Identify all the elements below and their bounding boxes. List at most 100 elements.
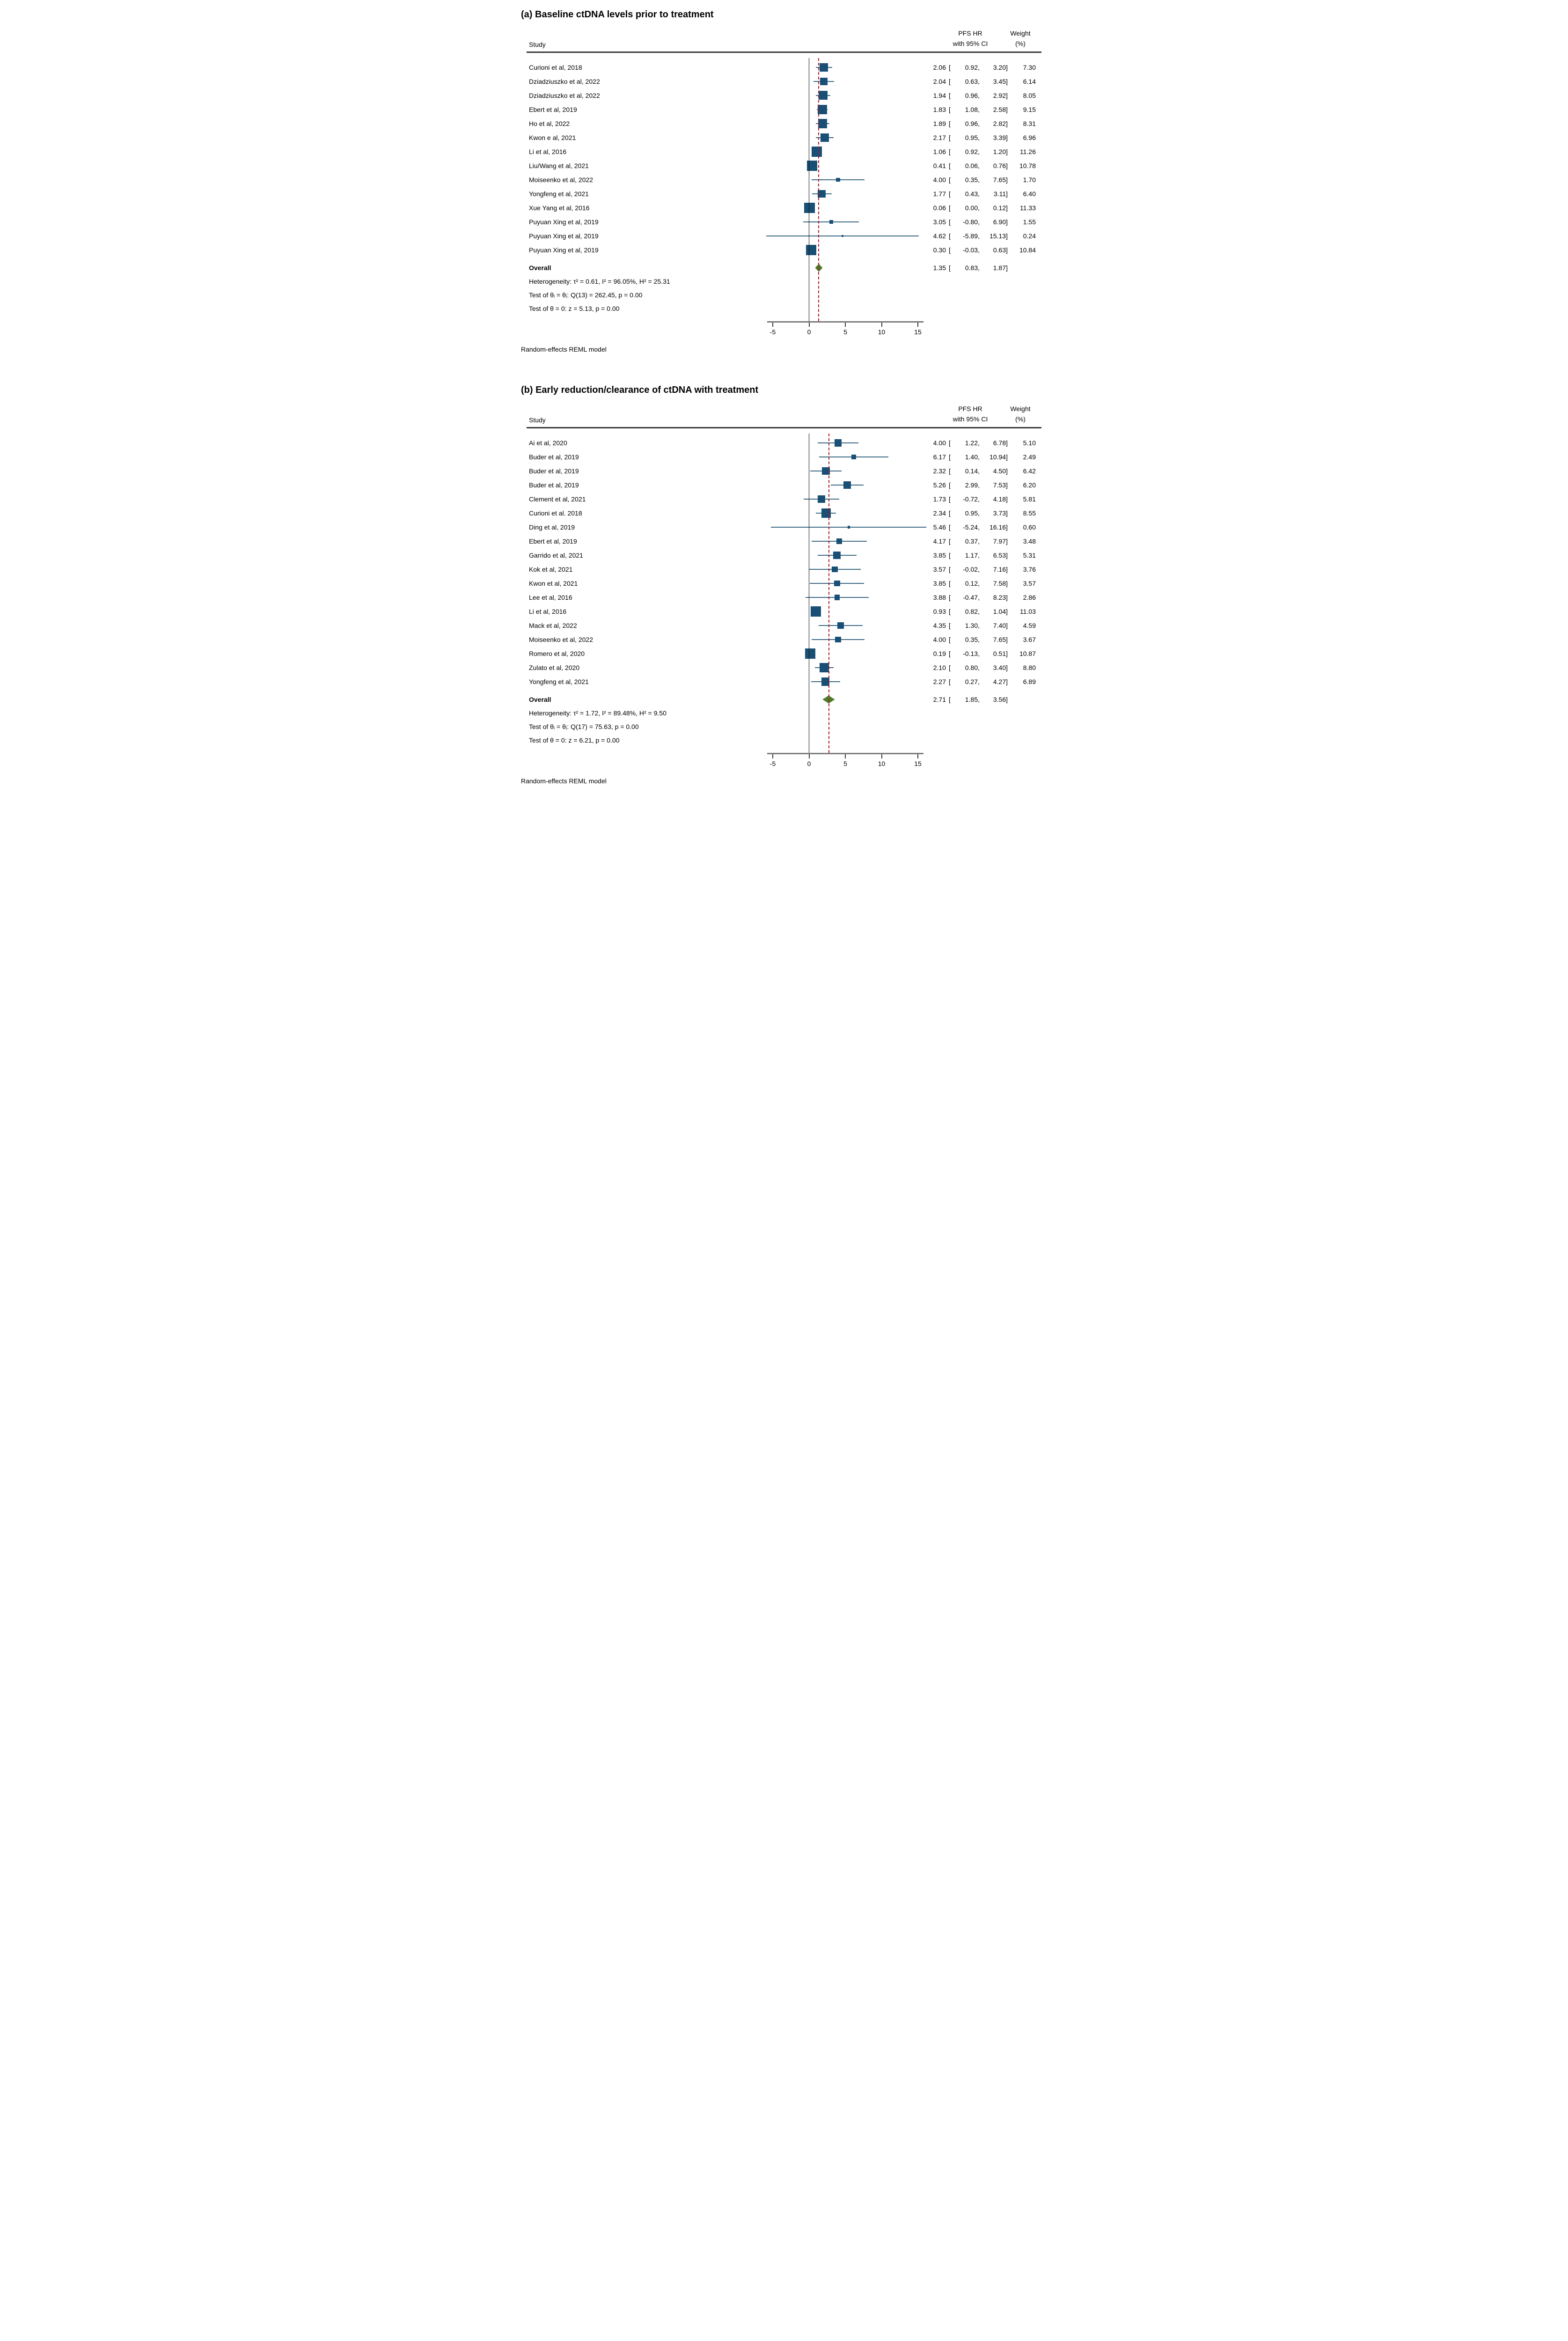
- ci-high: 7.53]: [993, 481, 1008, 489]
- effect-estimate: 5.26: [933, 481, 946, 489]
- weight-value: 5.10: [1023, 439, 1036, 447]
- plot-body: Curioni et al, 2018 2.06[0.92, 3.20] 7.30 Dz…: [513, 6, 1055, 360]
- effect-estimate: 2.06: [933, 64, 946, 71]
- effect-square: [834, 595, 840, 600]
- bracket: [: [949, 134, 951, 141]
- weight-value: 7.30: [1023, 64, 1036, 71]
- ci-low: 0.95,: [965, 134, 980, 141]
- weight-value: 3.76: [1023, 566, 1036, 573]
- effect-estimate: 0.30: [933, 246, 946, 254]
- weight-value: 6.20: [1023, 481, 1036, 489]
- effect-square: [834, 580, 840, 587]
- column-header-effect-line2: with 95% CI: [953, 40, 988, 47]
- bracket: [: [949, 190, 951, 198]
- ci-low: 0.35,: [965, 176, 980, 184]
- ci-high: 16.16]: [989, 523, 1008, 531]
- ci-high: 2.58]: [993, 106, 1008, 113]
- ci-high: 7.16]: [993, 566, 1008, 573]
- bracket: [: [949, 467, 951, 475]
- ci-low: 2.99,: [965, 481, 980, 489]
- ci-high: 1.20]: [993, 148, 1008, 155]
- weight-value: 8.80: [1023, 664, 1036, 671]
- weight-value: 8.05: [1023, 92, 1036, 99]
- axis-tick-label: -5: [769, 328, 776, 336]
- weight-value: 3.57: [1023, 580, 1036, 587]
- effect-square: [818, 119, 828, 128]
- column-header-weight-line1: Weight: [1010, 405, 1031, 412]
- panel-title: (a) Baseline ctDNA levels prior to treat…: [521, 9, 714, 20]
- study-label: Dziadziuszko et al, 2022: [529, 78, 600, 85]
- figure: (a) Baseline ctDNA levels prior to treat…: [513, 0, 1055, 805]
- overall-reference-line: [818, 58, 820, 321]
- column-header-weight-line2: (%): [1015, 40, 1026, 47]
- ci-low: 1.30,: [965, 622, 980, 629]
- ci-low: 0.83,: [965, 264, 980, 272]
- effect-estimate: 5.46: [933, 523, 946, 531]
- ci-high: 15.13]: [989, 232, 1008, 240]
- ci-low: -5.24,: [963, 523, 980, 531]
- bracket: [: [949, 552, 951, 559]
- axis-tick-label: 15: [914, 328, 922, 336]
- effect-square: [843, 481, 851, 489]
- ci-high: 3.11]: [993, 190, 1008, 198]
- bracket: [: [949, 566, 951, 573]
- bracket: [: [949, 509, 951, 517]
- overall-label: Overall: [529, 696, 551, 703]
- effect-square: [836, 177, 840, 182]
- effect-square: [835, 636, 841, 643]
- study-label: Buder et al, 2019: [529, 481, 579, 489]
- ci-high: 6.78]: [993, 439, 1008, 447]
- ci-low: 0.06,: [965, 162, 980, 169]
- effect-square: [833, 552, 841, 559]
- effect-estimate: 0.06: [933, 204, 946, 212]
- column-header-study: Study: [529, 416, 546, 424]
- effect-square: [811, 146, 822, 157]
- bracket: [: [949, 664, 951, 671]
- bracket: [: [949, 594, 951, 601]
- axis-tick: [881, 323, 882, 327]
- effect-square: [804, 202, 815, 213]
- effect-estimate: 1.83: [933, 106, 946, 113]
- effect-estimate: 3.88: [933, 594, 946, 601]
- effect-estimate: 2.17: [933, 134, 946, 141]
- weight-value: 11.03: [1020, 608, 1036, 615]
- bracket: [: [949, 580, 951, 587]
- ci-low: 1.85,: [965, 696, 980, 703]
- weight-value: 4.59: [1023, 622, 1036, 629]
- effect-square: [818, 190, 826, 198]
- ci-low: 1.40,: [965, 453, 980, 461]
- study-label: Curioni et al. 2018: [529, 509, 582, 517]
- overall-label: Overall: [529, 264, 551, 272]
- ci-high: 7.65]: [993, 176, 1008, 184]
- stat-line: Test of θᵢ = θⱼ: Q(13) = 262.45, p = 0.0…: [529, 291, 643, 299]
- ci-high: 0.63]: [993, 246, 1008, 254]
- plot-body: Ai et al, 2020 4.00[1.22, 6.78] 5.10 Buder e…: [513, 381, 1055, 791]
- bracket: [: [949, 120, 951, 127]
- weight-value: 10.78: [1019, 162, 1036, 169]
- column-header-weight-line1: Weight: [1010, 29, 1031, 37]
- column-header-weight-line2: (%): [1015, 415, 1026, 423]
- ci-high: 4.50]: [993, 467, 1008, 475]
- weight-value: 6.14: [1023, 78, 1036, 85]
- effect-estimate: 4.17: [933, 537, 946, 545]
- ci-high: 7.65]: [993, 636, 1008, 643]
- effect-square: [806, 161, 817, 171]
- header-rule: [527, 52, 1041, 53]
- weight-value: 1.70: [1023, 176, 1036, 184]
- axis-tick-label: 10: [878, 760, 886, 767]
- ci-low: 1.08,: [965, 106, 980, 113]
- axis-tick-label: 15: [914, 760, 922, 767]
- bracket: [: [949, 481, 951, 489]
- ci-high: 3.56]: [993, 696, 1008, 703]
- weight-value: 8.55: [1023, 509, 1036, 517]
- study-label: Ding et al, 2019: [529, 523, 575, 531]
- effect-square: [805, 648, 816, 659]
- effect-square: [820, 663, 829, 672]
- weight-value: 11.33: [1020, 204, 1036, 212]
- ci-low: -0.47,: [963, 594, 980, 601]
- bracket: [: [949, 608, 951, 615]
- effect-square: [829, 220, 833, 224]
- study-label: Moiseenko et al, 2022: [529, 636, 593, 643]
- study-label: Puyuan Xing et al, 2019: [529, 218, 599, 226]
- effect-square: [837, 622, 844, 629]
